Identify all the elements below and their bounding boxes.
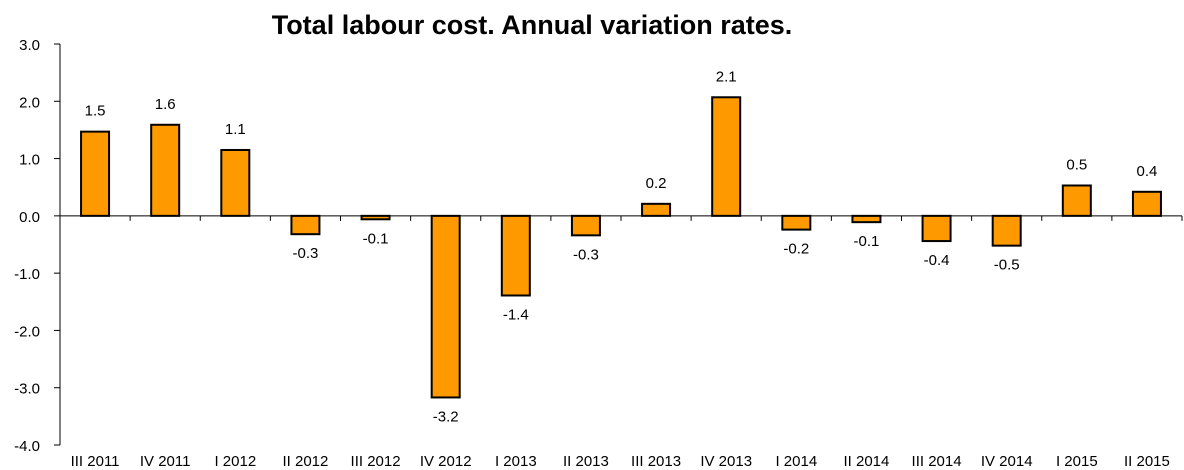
bar bbox=[220, 148, 251, 217]
bar bbox=[1061, 184, 1092, 217]
x-tick-label: I 2014 bbox=[775, 453, 817, 470]
bar bbox=[430, 214, 461, 399]
data-label: -0.3 bbox=[573, 246, 599, 263]
y-tick-label: 1.0 bbox=[19, 152, 40, 169]
data-label: 0.4 bbox=[1137, 163, 1158, 180]
x-tick-label: III 2012 bbox=[351, 453, 401, 470]
x-tick-label: II 2012 bbox=[283, 453, 329, 470]
y-tick-label: 0.0 bbox=[19, 209, 40, 226]
bar bbox=[500, 214, 531, 297]
data-label: -0.1 bbox=[854, 233, 880, 250]
x-tick-label: II 2015 bbox=[1124, 453, 1170, 470]
data-label: 1.6 bbox=[155, 96, 176, 113]
data-label: -0.2 bbox=[783, 241, 809, 258]
x-tick-label: II 2013 bbox=[563, 453, 609, 470]
y-tick-label: -2.0 bbox=[14, 323, 40, 340]
bar bbox=[921, 214, 952, 243]
data-label: 1.5 bbox=[85, 103, 106, 120]
y-tick-label: -4.0 bbox=[14, 438, 40, 455]
x-tick-label: III 2014 bbox=[912, 453, 962, 470]
x-tick-label: III 2011 bbox=[71, 453, 120, 470]
x-tick-label: III 2013 bbox=[631, 453, 681, 470]
bar bbox=[1131, 190, 1162, 217]
x-tick-label: IV 2012 bbox=[420, 453, 472, 470]
bar bbox=[80, 130, 111, 217]
y-tick-label: 2.0 bbox=[19, 94, 40, 111]
x-tick-label: I 2013 bbox=[495, 453, 537, 470]
data-label: -0.3 bbox=[293, 245, 319, 262]
data-label: -0.4 bbox=[924, 252, 950, 269]
bar bbox=[360, 214, 391, 221]
data-label: -0.1 bbox=[363, 230, 389, 247]
bar bbox=[641, 202, 672, 217]
bar bbox=[290, 214, 321, 236]
bar bbox=[711, 96, 742, 217]
bar bbox=[570, 214, 601, 237]
x-tick-label: IV 2014 bbox=[981, 453, 1033, 470]
x-tick-label: II 2014 bbox=[844, 453, 890, 470]
data-label: -3.2 bbox=[433, 408, 459, 425]
x-tick-label: IV 2013 bbox=[700, 453, 752, 470]
y-tick-label: 3.0 bbox=[19, 37, 40, 54]
x-tick-label: IV 2011 bbox=[140, 453, 191, 470]
data-label: 0.2 bbox=[646, 175, 667, 192]
bar bbox=[150, 123, 181, 217]
bar bbox=[851, 214, 882, 224]
data-label: -1.4 bbox=[503, 306, 529, 323]
bar bbox=[991, 214, 1022, 247]
bar bbox=[781, 214, 812, 231]
chart-title: Total labour cost. Annual variation rate… bbox=[271, 10, 793, 40]
x-tick-label: I 2015 bbox=[1056, 453, 1098, 470]
y-tick-label: -3.0 bbox=[14, 381, 40, 398]
x-tick-label: I 2012 bbox=[214, 453, 256, 470]
data-label: 0.5 bbox=[1066, 156, 1087, 173]
data-label: -0.5 bbox=[994, 257, 1020, 274]
data-label: 1.1 bbox=[225, 121, 246, 138]
data-label: 2.1 bbox=[716, 68, 737, 85]
y-tick-label: -1.0 bbox=[14, 266, 40, 283]
